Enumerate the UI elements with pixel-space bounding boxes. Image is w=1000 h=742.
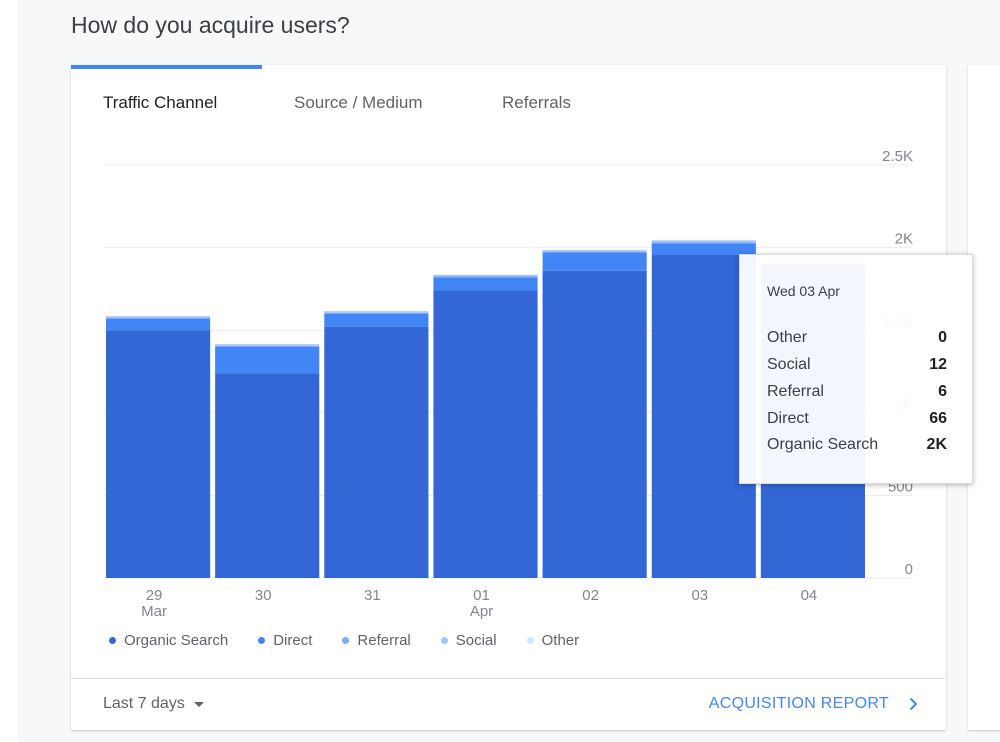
x-tick-label: 04 [801,587,818,604]
legend-dot-other [526,636,534,644]
bar-segment-organic-search [433,290,538,578]
tooltip-value: 0 [938,329,947,346]
bar-segment-direct [215,346,320,374]
legend-dot-referral [342,636,350,644]
tooltip-row: Organic Search 2K [767,436,947,456]
legend-item-social[interactable]: Social [440,631,497,649]
bar-segment-referral [542,251,647,253]
adjacent-card [968,65,1000,730]
bar-segment-direct [542,252,647,271]
page-gutter [0,0,17,742]
legend-dot-organic-search [109,636,116,644]
bar-segment-referral [433,276,538,278]
x-tick-label: 02 [582,587,599,604]
tooltip-row: Direct 66 [767,410,947,430]
tooltip-label: Social [767,356,811,373]
x-tick-label: Mar [141,603,167,620]
legend-label: Organic Search [124,631,229,649]
bar-segment-referral [651,242,756,244]
chevron-right-icon [909,697,918,711]
tooltip-row: Social 12 [767,356,947,376]
legend-item-referral[interactable]: Referral [342,631,411,649]
bar-segment-social [433,274,538,277]
bar-segment-direct [651,243,756,255]
chart-tooltip: Wed 03 Apr Other 0 Social 12 Referral 6 … [739,254,973,484]
bar-segment-direct [324,313,429,327]
bar-segment-referral [215,345,320,347]
tooltip-label: Referral [767,383,824,400]
bar-segment-organic-search [106,330,211,578]
bar-segment-social [324,311,429,313]
tab-traffic-channel[interactable]: Traffic Channel [103,93,218,112]
legend-dot-social [440,636,448,644]
date-range-dropdown[interactable]: Last 7 days [103,695,204,713]
tab-referrals[interactable]: Referrals [502,93,571,112]
date-range-label: Last 7 days [103,695,185,712]
tooltip-label: Organic Search [767,436,879,453]
bar-segment-social [542,250,647,252]
bar-segment-social [651,240,756,243]
x-tick-label: Apr [470,603,493,620]
legend-label: Other [541,631,580,649]
y-tick-label: 2K [895,231,913,248]
legend-item-other[interactable]: Other [526,631,580,649]
card-accent-bar [71,65,262,69]
tooltip-date: Wed 03 Apr [767,283,840,299]
acquisition-report-link[interactable]: ACQUISITION REPORT [709,695,918,713]
tooltip-value: 66 [929,410,947,427]
tooltip-row: Referral 6 [767,383,947,403]
card-footer: Last 7 days ACQUISITION REPORT [71,678,946,731]
legend-label: Social [455,631,497,649]
bar-segment-social [215,344,320,346]
bar-segment-social [106,316,211,318]
bar-segment-organic-search [324,326,429,578]
tooltip-value: 6 [938,383,947,400]
caret-down-icon [193,701,204,707]
tooltip-row: Other 0 [767,329,947,349]
chart-legend: Organic Search Direct Referral Social Ot… [109,630,609,650]
legend-label: Direct [273,631,313,649]
tooltip-value: 12 [929,356,947,373]
bar-segment-direct [106,318,211,331]
bar-segment-referral [324,312,429,314]
bar-segment-organic-search [542,270,647,578]
bar-segment-direct [433,277,538,291]
bar-segment-organic-search [215,373,320,578]
x-tick-label: 31 [364,587,381,604]
tooltip-label: Direct [767,410,809,427]
y-tick-label: 2.5K [882,148,913,165]
tooltip-label: Other [767,329,808,346]
legend-item-organic-search[interactable]: Organic Search [109,632,228,649]
legend-label: Referral [357,631,411,649]
y-tick-label: 0 [905,561,913,578]
x-tick-label: 30 [255,587,272,604]
legend-item-direct[interactable]: Direct [258,632,312,649]
section-heading: How do you acquire users? [71,12,350,38]
bar-segment-referral [106,317,211,319]
bar-segment-organic-search [651,254,756,578]
x-tick-label: 01 [473,587,490,604]
tab-source-medium[interactable]: Source / Medium [294,93,423,112]
x-tick-label: 03 [691,587,708,604]
acquisition-report-label: ACQUISITION REPORT [708,695,889,712]
x-tick-label: 29 [146,587,163,604]
legend-dot-direct [258,636,266,644]
tooltip-value: 2K [926,436,947,453]
